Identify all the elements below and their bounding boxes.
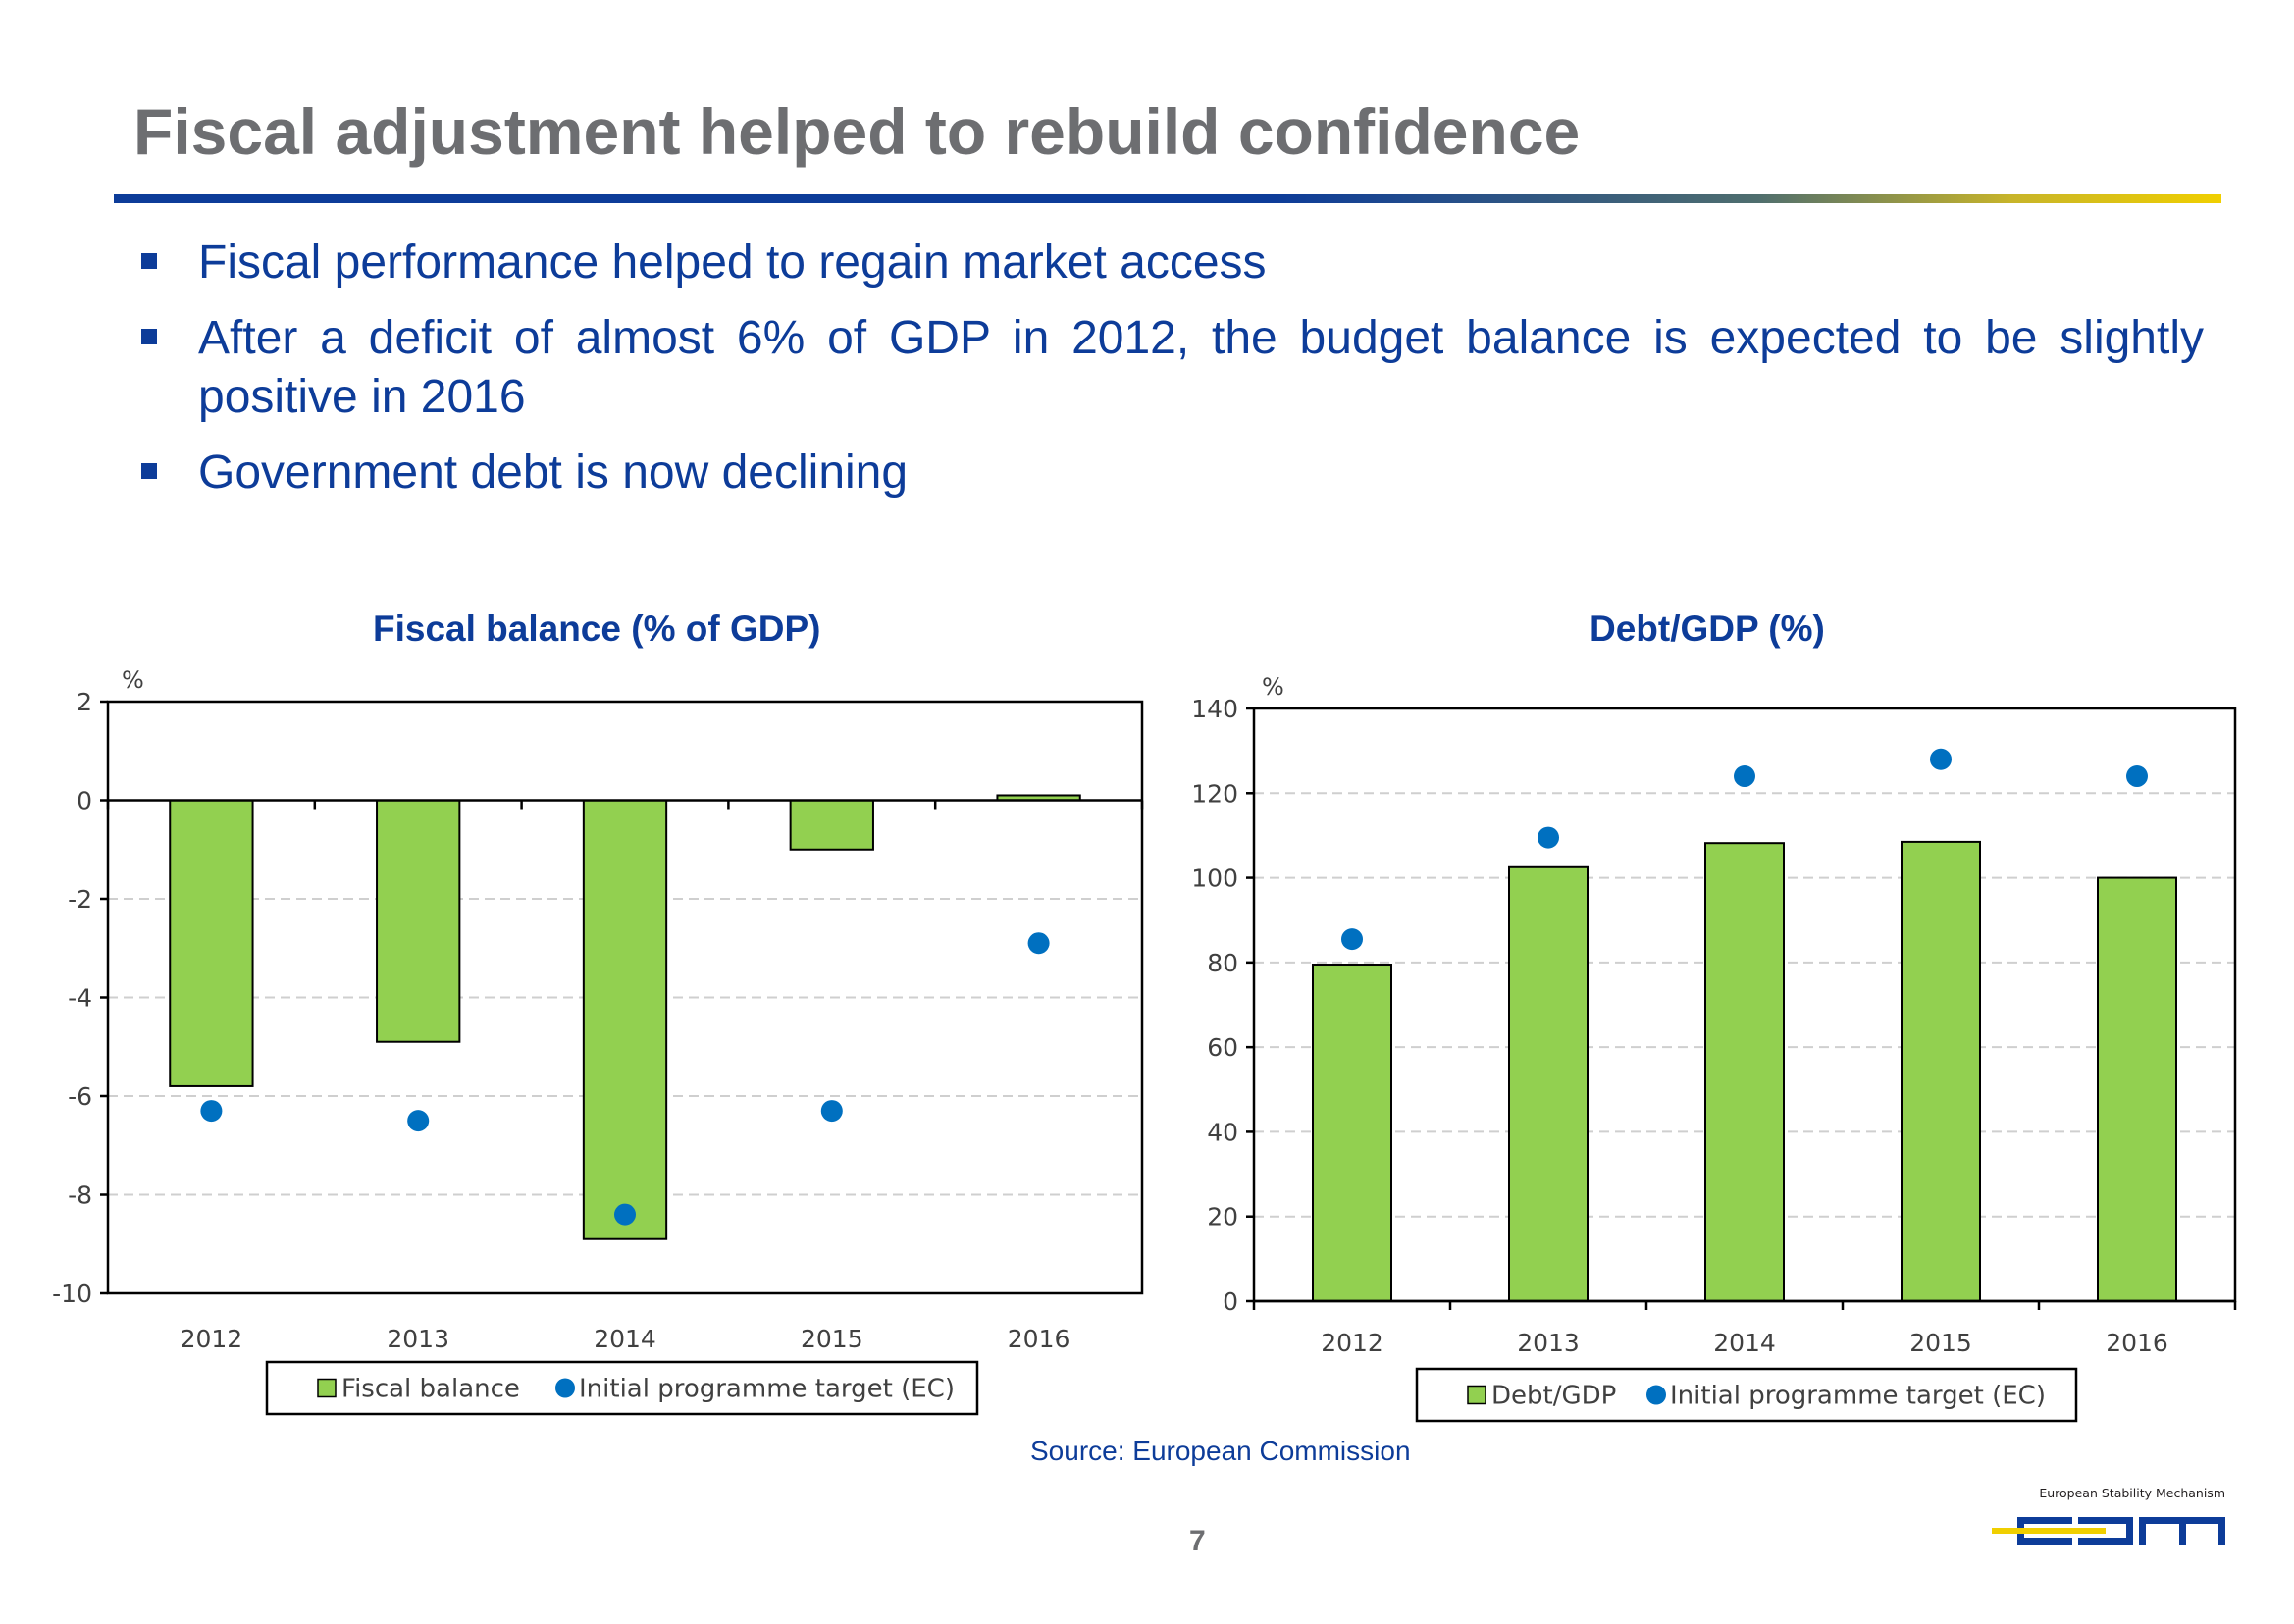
x-tick-label: 2013	[387, 1325, 449, 1353]
y-tick-label: 0	[1223, 1287, 1238, 1316]
logo-yellow-bar	[1992, 1528, 2106, 1534]
y-unit-label: %	[1262, 673, 1284, 701]
y-tick-label: 60	[1207, 1033, 1238, 1062]
legend-label-bar: Debt/GDP	[1491, 1382, 1616, 1411]
bar-2015	[789, 799, 874, 851]
target-point-2012	[200, 1100, 223, 1123]
source-note: Source: European Commission	[1030, 1436, 1411, 1466]
legend-box	[1415, 1367, 2078, 1423]
legend-label-target: Initial programme target (EC)	[579, 1375, 955, 1404]
logo-tagline: European Stability Mechanism	[2039, 1486, 2225, 1500]
x-tick-label: 2014	[1713, 1329, 1776, 1357]
legend-swatch-target	[555, 1378, 575, 1398]
page-number: 7	[1189, 1525, 1206, 1557]
bar-2014	[582, 799, 668, 1240]
bar-2015	[1901, 840, 1981, 1302]
legend-swatch-bar	[1467, 1385, 1486, 1405]
target-point-2015	[1930, 748, 1952, 770]
y-tick-label: 2	[77, 688, 92, 716]
bullet-marker	[141, 329, 157, 344]
fiscal-balance-chart: 2 0 -2 -4 -6 -8 -10% 2012 2013 2014 2015 2016 Fiscal…	[52, 666, 1144, 1416]
y-tick-label: -4	[68, 984, 92, 1013]
y-tick-label: -10	[52, 1280, 92, 1308]
debt-gdp-chart: 140 120 100 80 60 40 20 0% 2012 2013 2014 2015 2016 D…	[1191, 673, 2237, 1423]
bar-2012	[169, 799, 254, 1087]
logo-wordmark	[2017, 1517, 2225, 1545]
y-tick-label: -8	[68, 1181, 92, 1210]
esm-logo: European Stability Mechanism	[1992, 1486, 2225, 1545]
bullet-marker	[141, 463, 157, 479]
target-point-2014	[614, 1203, 636, 1226]
x-tick-label: 2014	[594, 1325, 656, 1353]
x-tick-label: 2015	[801, 1325, 863, 1353]
target-point-2015	[820, 1100, 843, 1123]
bar-2016	[2097, 876, 2177, 1302]
target-point-2013	[1538, 826, 1559, 849]
x-tick-label: 2013	[1517, 1329, 1580, 1357]
legend-box	[265, 1360, 979, 1416]
bar-2013	[376, 799, 461, 1043]
target-point-2013	[407, 1110, 430, 1132]
y-tick-label: 140	[1191, 695, 1238, 723]
bar-2012	[1312, 964, 1392, 1302]
y-tick-label: 40	[1207, 1118, 1238, 1146]
bullet-item: Government debt is now declining	[133, 444, 2204, 502]
bar-2014	[1704, 842, 1785, 1303]
y-tick-label: -6	[68, 1082, 92, 1111]
bullet-text: Fiscal performance helped to regain mark…	[198, 236, 1267, 288]
legend-label-bar: Fiscal balance	[341, 1375, 520, 1404]
y-tick-label: 80	[1207, 949, 1238, 977]
y-tick-label: 0	[77, 787, 92, 815]
bar-2013	[1508, 865, 1589, 1303]
legend-swatch-target	[1646, 1385, 1666, 1405]
x-tick-label: 2015	[1909, 1329, 1972, 1357]
x-tick-label: 2012	[1321, 1329, 1383, 1357]
x-tick-label: 2016	[1008, 1325, 1070, 1353]
bullet-item: Fiscal performance helped to regain mark…	[133, 234, 2204, 292]
bullet-item: After a deficit of almost 6% of GDP in 2…	[133, 309, 2204, 427]
bullet-text: After a deficit of almost 6% of GDP in 2…	[198, 312, 2204, 423]
target-point-2016	[1027, 932, 1050, 955]
bullet-marker	[141, 253, 157, 269]
y-tick-label: 120	[1191, 779, 1238, 808]
slide-title: Fiscal adjustment helped to rebuild conf…	[133, 95, 1581, 168]
y-tick-label: 20	[1207, 1203, 1238, 1231]
target-point-2016	[2126, 765, 2148, 788]
x-tick-label: 2012	[181, 1325, 243, 1353]
title-rule	[114, 194, 2221, 203]
bullet-text: Government debt is now declining	[198, 446, 909, 498]
legend-swatch-bar	[317, 1378, 337, 1398]
legend-label-target: Initial programme target (EC)	[1670, 1382, 2046, 1411]
x-tick-label: 2016	[2106, 1329, 2168, 1357]
target-point-2012	[1341, 928, 1363, 951]
target-point-2014	[1734, 765, 1755, 788]
bullet-list: Fiscal performance helped to regain mark…	[133, 234, 2204, 519]
y-tick-label: -2	[68, 885, 92, 914]
y-tick-label: 100	[1191, 864, 1238, 893]
chart-title-fiscal-balance: Fiscal balance (% of GDP)	[373, 608, 821, 649]
y-unit-label: %	[122, 666, 144, 694]
chart-title-debt-gdp: Debt/GDP (%)	[1590, 608, 1825, 649]
